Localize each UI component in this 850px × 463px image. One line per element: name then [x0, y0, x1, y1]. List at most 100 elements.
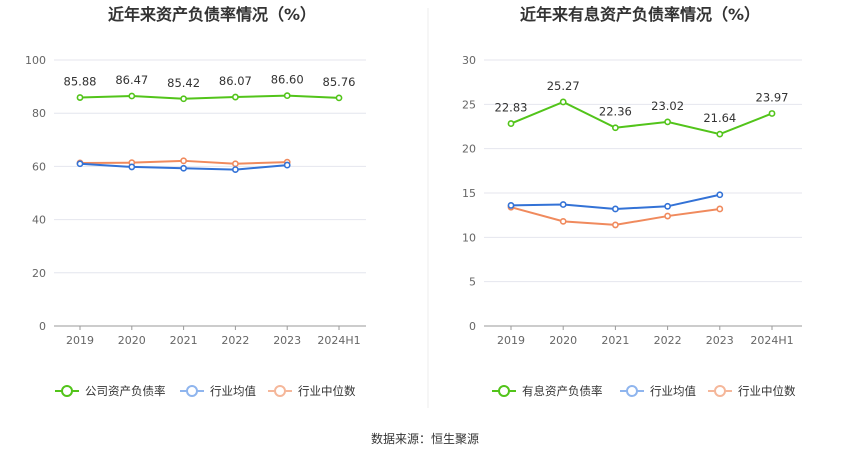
- legend-label: 有息资产负债率: [522, 384, 603, 398]
- data-point: [716, 130, 724, 138]
- legend-item[interactable]: 行业中位数: [268, 384, 356, 398]
- legend-item[interactable]: 行业均值: [180, 384, 256, 398]
- x-tick-label: 2023: [706, 334, 734, 347]
- legend-label: 行业中位数: [298, 384, 356, 398]
- data-point: [664, 202, 671, 210]
- legend-item[interactable]: 行业中位数: [708, 384, 796, 398]
- data-point: [559, 98, 567, 106]
- data-point: [128, 92, 136, 100]
- data-label: 86.60: [271, 73, 304, 87]
- legend-swatch-marker: [274, 385, 286, 397]
- y-tick-label: 60: [32, 160, 46, 173]
- x-tick-label: 2023: [273, 334, 301, 347]
- chart-title: 近年来有息资产负债率情况（%）: [520, 5, 760, 24]
- data-label: 85.76: [323, 75, 356, 89]
- legend-item[interactable]: 行业均值: [620, 384, 696, 398]
- y-tick-label: 15: [462, 187, 476, 200]
- data-label: 25.27: [547, 79, 580, 93]
- legend: 有息资产负债率 行业均值 行业中位数: [492, 384, 796, 398]
- data-label: 23.97: [756, 90, 789, 104]
- data-label: 21.64: [703, 111, 736, 125]
- data-point: [128, 163, 136, 171]
- data-point: [180, 164, 187, 172]
- legend: 公司资产负债率 行业均值 行业中位数: [55, 384, 356, 398]
- legend-swatch-marker: [186, 385, 198, 397]
- source-text: 数据来源：恒生聚源: [371, 431, 479, 446]
- y-tick-label: 80: [32, 107, 46, 120]
- chart-interest-bearing-debt-ratio: 近年来有息资产负债率情况（%） 0 5 10 15 20 25 30 2019 2020 2021…: [462, 5, 802, 398]
- legend-label: 公司资产负债率: [85, 384, 166, 398]
- legend-swatch-marker: [626, 385, 638, 397]
- data-point: [76, 160, 84, 168]
- data-labels: 22.83 25.27 22.36 23.02 21.64 23.97: [495, 79, 789, 125]
- x-tick-label: 2020: [118, 334, 146, 347]
- data-point: [612, 221, 619, 229]
- data-label: 23.02: [651, 99, 684, 113]
- data-point: [180, 157, 187, 165]
- y-tick-label: 10: [462, 231, 476, 244]
- data-point: [664, 118, 671, 126]
- x-tick-label: 2022: [221, 334, 249, 347]
- y-tick-label: 40: [32, 214, 46, 227]
- data-point: [335, 94, 343, 102]
- data-point: [612, 205, 619, 213]
- data-point: [180, 95, 187, 103]
- data-label: 86.07: [219, 74, 252, 88]
- chart-debt-ratio: 近年来资产负债率情况（%） 0 20 40 60 80 100 2019 2020 2021 20…: [25, 5, 366, 398]
- data-label: 22.36: [599, 105, 632, 119]
- data-point: [716, 191, 724, 199]
- legend-label: 行业均值: [650, 384, 696, 398]
- y-tick-label: 25: [462, 98, 476, 111]
- series-lines: [507, 98, 776, 229]
- y-tick-label: 100: [25, 54, 46, 67]
- legend-swatch-marker: [498, 385, 510, 397]
- legend-label: 行业中位数: [738, 384, 796, 398]
- legend-label: 行业均值: [210, 384, 256, 398]
- data-point: [507, 202, 515, 209]
- data-label: 85.88: [64, 75, 97, 89]
- data-label: 22.83: [495, 101, 528, 115]
- data-point: [716, 205, 724, 213]
- data-point: [283, 161, 291, 169]
- y-tick-label: 0: [469, 320, 476, 333]
- data-point: [507, 120, 515, 127]
- legend-item[interactable]: 公司资产负债率: [55, 384, 166, 398]
- series-lines: [76, 92, 343, 173]
- chart-title: 近年来资产负债率情况（%）: [108, 5, 316, 24]
- data-point: [559, 201, 567, 208]
- data-point: [664, 212, 671, 220]
- x-tick-label: 2024H1: [750, 334, 793, 347]
- axis-labels: 0 5 10 15 20 25 30 2019 2020 2021 2022 2023 2024H1: [462, 54, 802, 347]
- data-point: [231, 166, 239, 173]
- y-tick-label: 30: [462, 54, 476, 67]
- x-tick-label: 2021: [170, 334, 198, 347]
- x-tick-label: 2024H1: [317, 334, 360, 347]
- x-tick-label: 2019: [497, 334, 525, 347]
- y-tick-label: 20: [32, 267, 46, 280]
- data-point: [559, 217, 567, 225]
- data-label: 86.47: [115, 73, 148, 87]
- data-point: [768, 110, 776, 117]
- data-labels: 85.88 86.47 85.42 86.07 86.60 85.76: [64, 73, 356, 90]
- legend-swatch-marker: [714, 385, 726, 397]
- y-tick-label: 20: [462, 143, 476, 156]
- data-label: 85.42: [167, 76, 200, 90]
- x-tick-label: 2019: [66, 334, 94, 347]
- legend-item[interactable]: 有息资产负债率: [492, 384, 603, 398]
- y-tick-label: 5: [469, 276, 476, 289]
- grid-lines: [484, 59, 802, 327]
- x-tick-label: 2020: [549, 334, 577, 347]
- grid-lines: [54, 59, 366, 327]
- x-tick-label: 2022: [654, 334, 682, 347]
- legend-swatch-marker: [61, 385, 73, 397]
- data-point: [76, 94, 84, 101]
- data-point: [231, 160, 239, 168]
- y-tick-label: 0: [39, 320, 46, 333]
- x-tick-label: 2021: [601, 334, 629, 347]
- axis-labels: 0 20 40 60 80 100 2019 2020 2021 2022 2023 2024H1: [25, 54, 366, 347]
- data-point: [231, 93, 239, 101]
- series-line: [510, 100, 773, 136]
- series-line: [79, 94, 340, 100]
- data-point: [612, 124, 619, 132]
